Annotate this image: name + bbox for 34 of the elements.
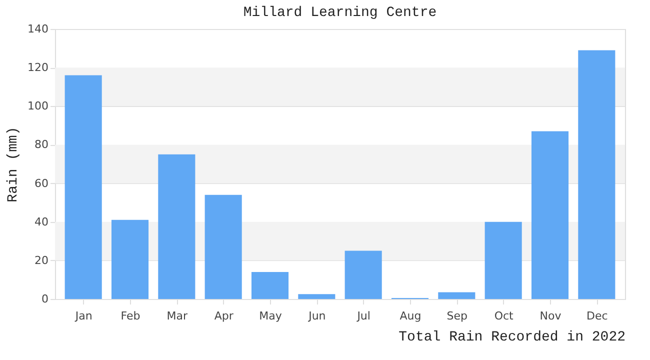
x-tick-label: Jul [356,310,370,322]
bar [251,272,289,299]
y-axis-title: Rain (mm) [6,126,22,202]
x-tick-label: Oct [494,310,514,322]
y-tick-label: 140 [28,22,48,36]
bar [158,154,196,299]
bar [531,131,569,299]
y-tick-label: 60 [34,176,48,190]
chart-title: Millard Learning Centre [243,5,437,21]
y-tick-label: 120 [28,61,48,74]
y-tick-label: 0 [42,292,48,306]
x-tick-label: Dec [586,310,608,322]
x-tick-label: Jan [74,310,92,322]
bar [204,194,242,299]
x-tick-label: Nov [540,310,562,322]
y-tick-label: 80 [34,138,48,152]
bar [298,294,336,299]
y-tick-label: 20 [34,254,48,267]
bar [578,50,616,299]
bar [111,220,149,299]
bar [344,250,382,299]
x-tick-label: Aug [400,310,422,322]
x-axis-title: Total Rain Recorded in 2022 [398,330,626,346]
bar [438,292,476,299]
y-tick-label: 100 [28,100,48,113]
bar [484,222,522,299]
x-tick-label: Apr [214,310,234,322]
x-tick-label: Jun [308,310,326,322]
y-tick-label: 40 [34,215,48,228]
x-tick-label: Feb [120,310,140,322]
x-tick-label: Mar [166,310,188,322]
x-tick-label: Sep [446,310,468,322]
bar [64,75,102,299]
x-tick-label: May [259,310,282,322]
